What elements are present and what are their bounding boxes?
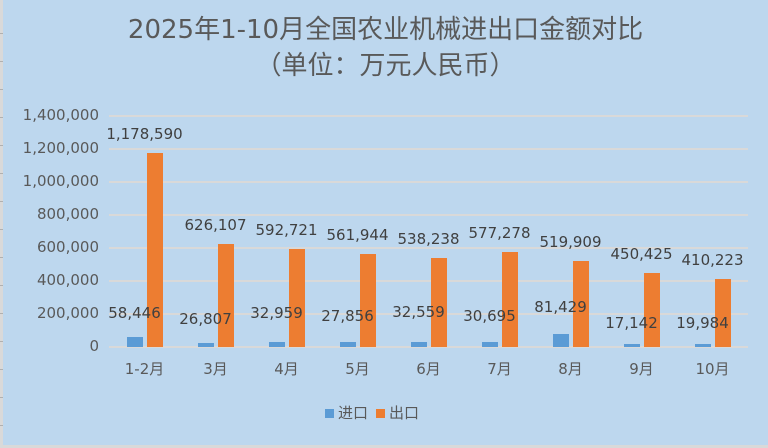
- data-label-import: 32,559: [392, 303, 445, 321]
- gridline: [109, 148, 748, 150]
- data-label-export: 538,238: [397, 230, 460, 249]
- bar-import[interactable]: [339, 342, 356, 347]
- x-tick-label: 4月: [274, 360, 299, 378]
- x-tick-label: 8月: [558, 360, 583, 378]
- gridline: [109, 247, 748, 249]
- data-label-import: 17,142: [605, 314, 658, 332]
- data-label-export: 561,944: [326, 226, 389, 245]
- gridline: [109, 313, 748, 315]
- data-label-export: 519,909: [539, 233, 602, 252]
- bar-import[interactable]: [410, 341, 427, 347]
- y-tick-label: 400,000: [36, 271, 99, 289]
- gridline: [109, 214, 748, 216]
- y-tick-label: 600,000: [36, 238, 99, 256]
- plot-area[interactable]: [109, 115, 748, 348]
- legend-item-export[interactable]: 出口: [376, 404, 419, 422]
- legend-swatch-import: [325, 408, 334, 418]
- bar-import[interactable]: [197, 342, 214, 347]
- bar-export[interactable]: [643, 272, 660, 347]
- data-label-import: 58,446: [108, 304, 161, 322]
- y-tick-label: 200,000: [36, 304, 99, 322]
- bar-export[interactable]: [146, 152, 163, 347]
- data-label-export: 592,721: [255, 221, 318, 240]
- bar-import[interactable]: [268, 341, 285, 347]
- bar-import[interactable]: [552, 333, 569, 347]
- data-label-export: 410,223: [681, 251, 744, 270]
- x-tick-label: 1-2月: [124, 360, 165, 378]
- y-tick-label: 1,200,000: [22, 139, 99, 157]
- gridline: [109, 280, 748, 282]
- data-label-export: 577,278: [468, 223, 531, 242]
- y-tick-label: 1,400,000: [22, 106, 99, 124]
- legend-label-export: 出口: [389, 404, 420, 422]
- data-label-import: 30,695: [463, 307, 516, 325]
- x-tick-label: 9月: [629, 360, 654, 378]
- bar-import[interactable]: [623, 344, 640, 347]
- legend-item-import[interactable]: 进口: [325, 404, 368, 422]
- bar-export[interactable]: [430, 258, 447, 347]
- bar-export[interactable]: [217, 243, 234, 347]
- data-label-import: 81,429: [534, 298, 587, 316]
- x-tick-label: 5月: [345, 360, 370, 378]
- y-tick-label: 0: [89, 337, 99, 355]
- bar-import[interactable]: [126, 337, 143, 347]
- chart-area[interactable]: 2025年1-10月全国农业机械进出口金额对比 （单位：万元人民币） 进口 出口…: [3, 0, 768, 445]
- data-label-import: 19,984: [676, 314, 729, 332]
- bar-import[interactable]: [694, 343, 711, 347]
- legend-label-import: 进口: [338, 404, 369, 422]
- data-label-export: 1,178,590: [106, 124, 183, 143]
- data-label-import: 26,807: [179, 310, 232, 328]
- data-label-export: 626,107: [184, 215, 247, 234]
- legend[interactable]: 进口 出口: [325, 404, 427, 422]
- chart-subtitle: （单位：万元人民币）: [255, 51, 516, 81]
- x-tick-label: 10月: [695, 360, 730, 378]
- bar-import[interactable]: [481, 341, 498, 347]
- x-tick-label: 3月: [203, 360, 228, 378]
- gridline: [109, 115, 748, 117]
- gridline: [109, 181, 748, 183]
- bar-export[interactable]: [572, 261, 589, 347]
- y-tick-label: 1,000,000: [22, 172, 99, 190]
- x-tick-label: 6月: [416, 360, 441, 378]
- bar-export[interactable]: [501, 251, 518, 347]
- data-label-import: 32,959: [250, 304, 303, 322]
- bar-export[interactable]: [359, 254, 376, 347]
- spreadsheet-gridline-stubs: [0, 0, 3, 448]
- bar-export[interactable]: [714, 279, 731, 347]
- gridline: [109, 346, 748, 348]
- data-label-import: 27,856: [321, 307, 374, 325]
- y-tick-label: 800,000: [36, 205, 99, 223]
- chart-title: 2025年1-10月全国农业机械进出口金额对比: [127, 15, 644, 45]
- x-tick-label: 7月: [487, 360, 512, 378]
- legend-swatch-export: [376, 408, 386, 418]
- data-label-export: 450,425: [610, 244, 673, 263]
- bar-export[interactable]: [288, 249, 305, 347]
